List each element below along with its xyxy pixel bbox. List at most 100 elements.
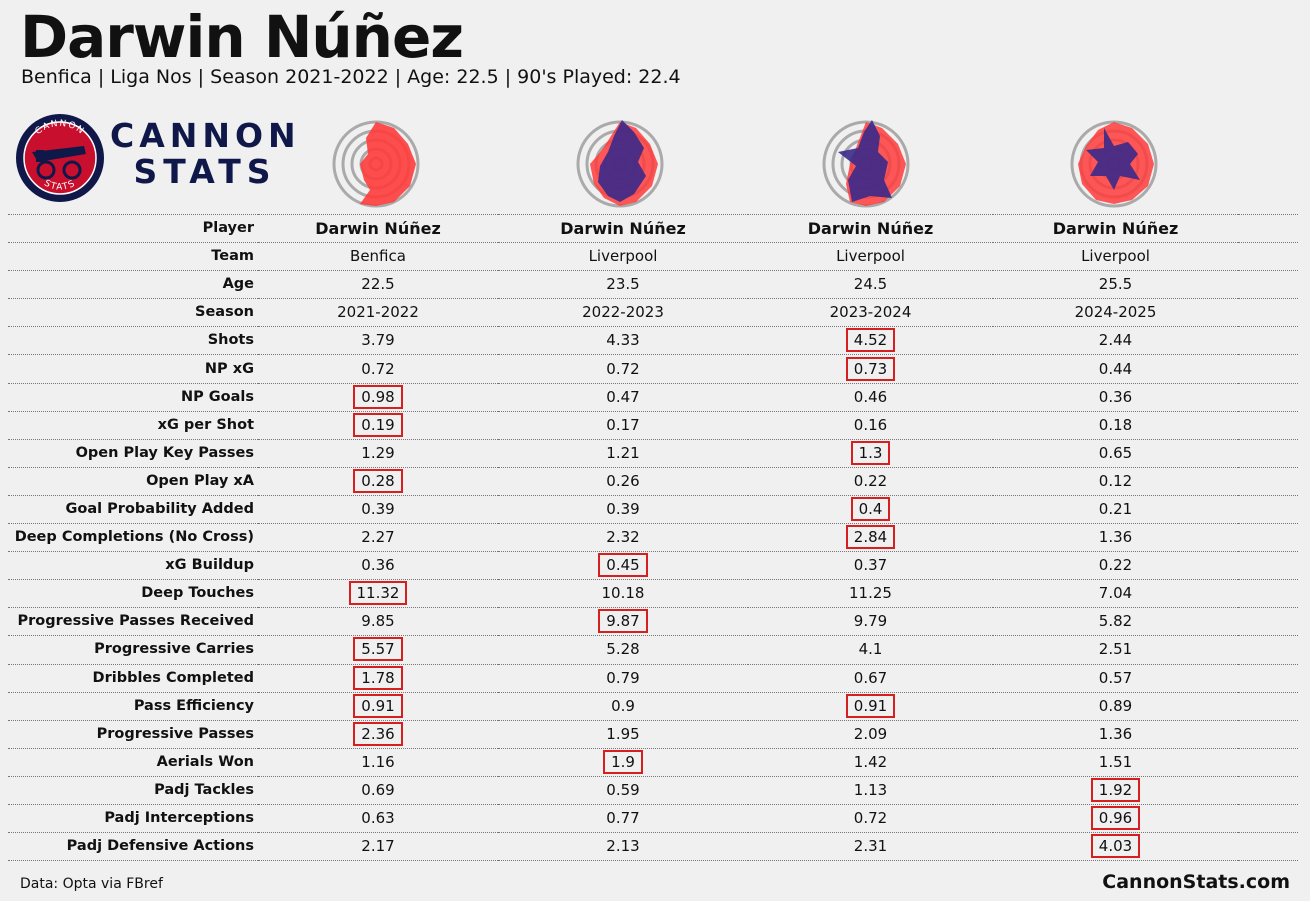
stat-value: 25.5 — [1098, 275, 1133, 294]
stat-cell: 0.16 — [748, 410, 993, 440]
stat-label: Dribbles Completed — [8, 663, 258, 693]
spacer-cell — [1238, 242, 1298, 271]
highlighted-value: 4.03 — [1090, 834, 1141, 859]
stat-cell: 25.5 — [993, 270, 1238, 299]
stat-value: 0.59 — [606, 780, 640, 799]
stat-value: 0.44 — [1098, 359, 1133, 378]
stat-value: Darwin Núñez — [1052, 219, 1179, 239]
stat-row: Player Darwin Núñez Darwin Núñez Darwin Núñ… — [8, 213, 1298, 243]
stat-cell: 1.9 — [498, 747, 748, 777]
stat-cell: 2.31 — [748, 832, 993, 862]
stat-cell: Darwin Núñez — [748, 213, 993, 243]
spacer-cell — [1238, 298, 1298, 327]
stat-cell: 0.44 — [993, 354, 1238, 384]
stat-row: Goal Probability Added 0.39 0.39 0.4 0.21 — [8, 494, 1298, 524]
stat-label: Padj Tackles — [8, 775, 258, 805]
stat-value: Darwin Núñez — [560, 219, 686, 239]
site-url: CannonStats.com — [1102, 871, 1290, 893]
stat-cell: 5.57 — [258, 635, 498, 664]
highlighted-value: 4.52 — [845, 328, 896, 353]
stat-value: 2.44 — [1098, 331, 1133, 350]
stat-cell: 0.59 — [498, 775, 748, 805]
stat-cell: 1.95 — [498, 719, 748, 749]
stat-cell: Darwin Núñez — [993, 213, 1238, 243]
stat-value: 0.65 — [1098, 443, 1133, 462]
spacer-cell — [1238, 663, 1298, 693]
highlighted-value: 0.96 — [1090, 806, 1141, 831]
highlighted-value: 9.87 — [598, 609, 648, 634]
stat-value: 1.13 — [853, 780, 888, 799]
stat-cell: 0.98 — [258, 382, 498, 412]
highlighted-value: 0.91 — [353, 693, 403, 718]
stat-cell: 5.82 — [993, 607, 1238, 636]
stat-value: 0.72 — [361, 359, 395, 378]
stat-cell: 0.21 — [993, 494, 1238, 524]
stat-label: xG per Shot — [8, 410, 258, 440]
stat-cell: 0.17 — [498, 410, 748, 440]
stat-value: Darwin Núñez — [807, 219, 934, 239]
stat-value: 0.16 — [853, 415, 888, 434]
stat-cell: 0.12 — [993, 466, 1238, 496]
highlighted-value: 1.92 — [1090, 777, 1141, 802]
spacer-cell — [1238, 466, 1298, 496]
stat-label: Padj Interceptions — [8, 803, 258, 833]
stat-label: Season — [8, 298, 258, 327]
stat-row: Progressive Passes Received 9.85 9.87 9.79 5… — [8, 607, 1298, 636]
stat-cell: Liverpool — [993, 242, 1238, 271]
stat-cell: 0.46 — [748, 382, 993, 412]
stat-row: Age 22.5 23.5 24.5 25.5 — [8, 270, 1298, 299]
highlighted-value: 2.36 — [353, 721, 403, 746]
stat-label: NP Goals — [8, 382, 258, 412]
spacer-cell — [1238, 551, 1298, 580]
stat-value: 0.57 — [1098, 668, 1133, 687]
spacer-cell — [1238, 832, 1298, 862]
stat-value: 1.42 — [853, 752, 888, 771]
stat-value: 0.72 — [606, 359, 640, 378]
highlighted-value: 11.32 — [348, 581, 408, 606]
stat-row: xG Buildup 0.36 0.45 0.37 0.22 — [8, 551, 1298, 580]
stat-cell: 4.1 — [748, 635, 993, 664]
cannon-stats-logo: CANNON STATS — [16, 114, 104, 202]
stat-cell: 0.37 — [748, 551, 993, 580]
stat-label: Age — [8, 270, 258, 299]
stat-label: Shots — [8, 326, 258, 355]
stat-cell: 2.51 — [993, 635, 1238, 664]
svg-text:STATS: STATS — [42, 178, 78, 192]
stat-value: Liverpool — [836, 247, 905, 266]
stat-label: Deep Touches — [8, 579, 258, 608]
stat-value: 1.36 — [1098, 724, 1133, 743]
stat-cell: 10.18 — [498, 579, 748, 608]
stat-cell: 9.87 — [498, 607, 748, 636]
stat-cell: 0.89 — [993, 691, 1238, 721]
spacer-cell — [1238, 607, 1298, 636]
stat-label: Goal Probability Added — [8, 494, 258, 524]
stat-cell: 0.79 — [498, 663, 748, 693]
stat-label: Player — [8, 213, 258, 243]
stat-cell: 0.39 — [258, 494, 498, 524]
highlighted-value: 0.91 — [845, 693, 896, 718]
stat-cell: 1.78 — [258, 663, 498, 693]
stat-cell: 0.22 — [748, 466, 993, 496]
stat-value: 10.18 — [601, 584, 645, 603]
stat-label: NP xG — [8, 354, 258, 384]
stat-cell: 2.84 — [748, 523, 993, 552]
stat-value: 3.79 — [361, 331, 395, 350]
stat-value: 0.21 — [1098, 499, 1133, 518]
stat-value: 24.5 — [853, 275, 888, 294]
stat-cell: 9.79 — [748, 607, 993, 636]
spacer-cell — [1238, 270, 1298, 299]
stat-value: 5.82 — [1098, 612, 1133, 631]
stat-cell: 0.57 — [993, 663, 1238, 693]
highlighted-value: 0.19 — [353, 412, 403, 437]
spacer-cell — [1238, 213, 1298, 243]
spacer-cell — [1238, 803, 1298, 833]
stat-row: Padj Tackles 0.69 0.59 1.13 1.92 — [8, 775, 1298, 805]
stat-cell: 0.72 — [748, 803, 993, 833]
stat-value: 1.36 — [1098, 528, 1133, 547]
radar-thumbnail-2022-2023 — [576, 120, 664, 208]
stat-cell: 1.16 — [258, 747, 498, 777]
stat-row: Deep Completions (No Cross) 2.27 2.32 2.84 1… — [8, 523, 1298, 552]
stat-value: 0.36 — [361, 556, 395, 575]
stat-row: Dribbles Completed 1.78 0.79 0.67 0.57 — [8, 663, 1298, 693]
stat-value: 0.9 — [611, 696, 635, 715]
